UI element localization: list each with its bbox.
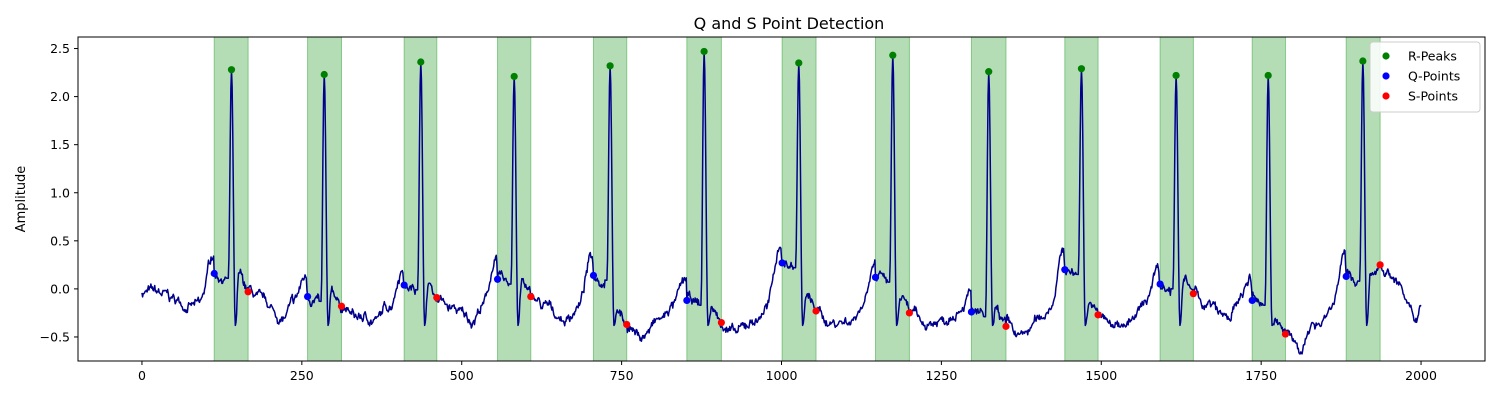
q-point [1061, 266, 1069, 274]
q-point [778, 259, 786, 267]
s-point [1281, 330, 1290, 338]
q-point [493, 275, 502, 283]
s-point [337, 302, 346, 310]
r-peak-point [1359, 57, 1367, 65]
x-tick-label: 2000 [1405, 368, 1437, 383]
legend: R-Peaks Q-Points S-Points [1369, 41, 1481, 113]
s-point [812, 307, 820, 315]
s-point [1094, 311, 1102, 319]
legend-box [1369, 41, 1481, 113]
s-point [244, 288, 252, 296]
x-tick-label: 1000 [766, 368, 798, 383]
r-peak-point [795, 59, 803, 67]
r-peak-point [227, 66, 236, 74]
ecg-signal-line [141, 50, 1422, 355]
s-point [905, 309, 914, 317]
r-peak-point [1172, 71, 1180, 80]
s-point [433, 293, 441, 302]
legend-label: R-Peaks [1408, 49, 1457, 64]
s-point [1189, 290, 1197, 298]
x-tick-label: 1750 [1245, 368, 1277, 383]
x-tick-label: 1250 [925, 368, 957, 383]
q-point [967, 308, 976, 316]
chart-title: Q and S Point Detection [694, 14, 885, 33]
s-point [717, 318, 725, 327]
q-point [400, 281, 408, 289]
q-point [210, 269, 218, 278]
r-peak-point [889, 51, 897, 59]
y-tick-label: 0.0 [50, 281, 70, 296]
x-tick-label: 1500 [1085, 368, 1117, 383]
q-point [871, 273, 880, 281]
legend-marker [1382, 92, 1390, 100]
q-point [303, 292, 312, 301]
x-tick-label: 0 [138, 368, 146, 383]
r-peak-point [700, 47, 708, 56]
x-axis: 0 250 500 750 1000 1250 1500 1750 2000 [138, 361, 1437, 383]
x-tick-label: 750 [610, 368, 634, 383]
s-point [527, 292, 535, 301]
y-axis-label: Amplitude [14, 166, 29, 233]
y-tick-label: 1.0 [50, 185, 70, 200]
s-point [1376, 261, 1384, 269]
r-peak-point [606, 62, 614, 70]
r-peak-point [417, 58, 425, 66]
x-tick-label: 500 [450, 368, 474, 383]
q-point [1156, 280, 1164, 288]
q-point [589, 271, 598, 280]
q-point [683, 296, 691, 305]
r-peak-point [510, 72, 518, 81]
qrs-band [497, 36, 532, 362]
qrs-regions [213, 36, 1381, 362]
legend-marker [1382, 52, 1390, 60]
r-peak-point [1077, 65, 1086, 73]
q-point [1342, 272, 1350, 280]
detected-points [210, 47, 1384, 338]
s-point [623, 320, 631, 329]
qrs-band [686, 36, 722, 362]
y-tick-label: 2.5 [50, 41, 70, 56]
y-tick-label: 1.5 [50, 137, 70, 152]
legend-marker [1382, 72, 1390, 80]
y-tick-label: −0.5 [40, 329, 70, 344]
y-tick-label: 2.0 [50, 89, 70, 104]
x-tick-label: 250 [290, 368, 314, 383]
signal-layer [141, 50, 1422, 355]
y-axis: −0.5 0.0 0.5 1.0 1.5 2.0 2.5 [40, 41, 78, 344]
r-peak-point [985, 68, 993, 76]
r-peak-point [1264, 71, 1272, 80]
s-point [1002, 322, 1010, 330]
y-tick-label: 0.5 [50, 233, 70, 248]
legend-label: Q-Points [1408, 69, 1460, 84]
r-peak-point [320, 70, 328, 79]
q-point [1248, 296, 1256, 305]
legend-label: S-Points [1408, 89, 1458, 104]
